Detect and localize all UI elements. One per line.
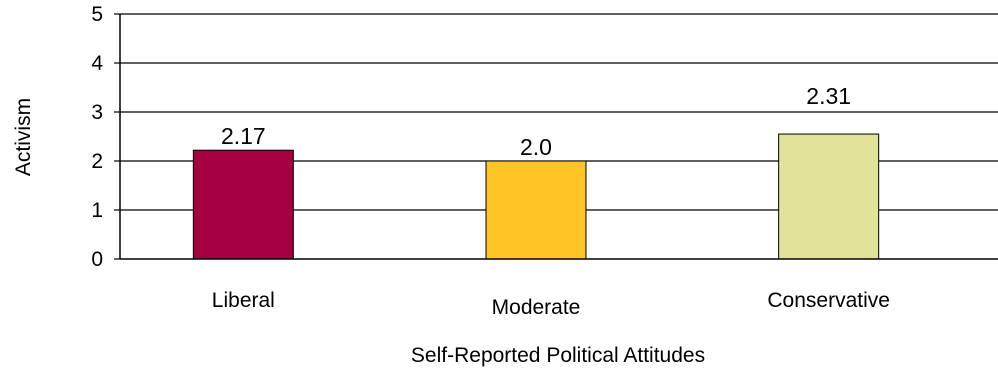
y-tick-label: 5 <box>91 3 103 26</box>
bars <box>192 133 880 260</box>
value-label: 2.0 <box>520 134 552 160</box>
bar-liberal <box>192 149 294 260</box>
y-tick-label: 0 <box>91 248 103 271</box>
y-tick-label: 4 <box>91 52 103 75</box>
bar-moderate <box>485 160 587 260</box>
value-label: 2.17 <box>221 123 266 149</box>
category-label: Moderate <box>492 296 581 319</box>
category-label: Conservative <box>767 289 890 312</box>
category-labels: Liberal Moderate Conservative <box>212 289 890 319</box>
bar-conservative <box>778 133 880 260</box>
category-label: Liberal <box>212 289 275 312</box>
y-tick-labels: 0 1 2 3 4 5 <box>91 3 103 271</box>
y-tick-label: 2 <box>91 150 103 173</box>
axes <box>119 14 998 260</box>
x-axis-title: Self-Reported Political Attitudes <box>411 344 705 367</box>
value-labels: 2.17 2.0 2.31 <box>221 83 851 160</box>
y-tick-label: 3 <box>91 101 103 124</box>
y-axis-title: Activism <box>12 98 35 176</box>
y-tick-label: 1 <box>91 199 103 222</box>
value-label: 2.31 <box>806 83 851 109</box>
